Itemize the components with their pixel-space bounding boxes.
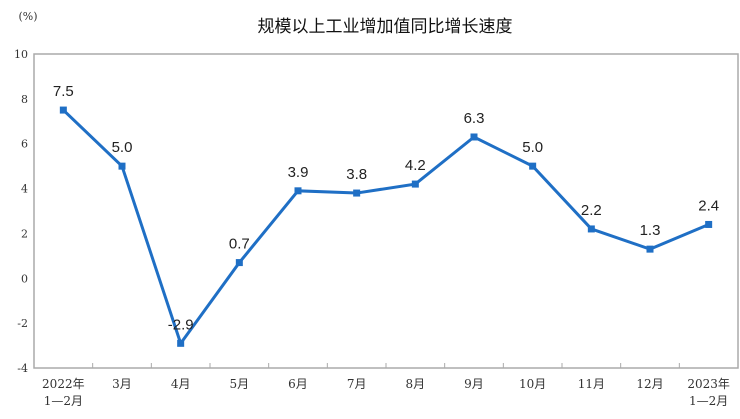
x-tick-label: 7月 — [347, 377, 367, 391]
x-tick-label: 10月 — [519, 377, 546, 391]
data-point — [470, 133, 478, 141]
x-tick-label: 5月 — [230, 377, 250, 391]
y-tick-label: 10 — [14, 48, 28, 61]
data-point — [118, 162, 126, 170]
x-tick-label: 4月 — [171, 377, 191, 391]
chart-title: 规模以上工业增加值同比增长速度 — [258, 17, 513, 37]
data-label: 2.2 — [581, 202, 602, 219]
x-tick-label: 12月 — [636, 377, 663, 391]
data-label: 0.7 — [229, 236, 250, 253]
y-tick-label: 8 — [21, 93, 28, 106]
data-label: 5.0 — [112, 139, 133, 156]
data-point — [294, 187, 302, 195]
x-tick-label: 1—2月 — [689, 394, 728, 408]
data-label: 3.8 — [346, 166, 367, 183]
x-tick-label: 9月 — [464, 377, 484, 391]
data-label: 7.5 — [53, 83, 74, 100]
y-axis-unit: (%) — [18, 10, 37, 23]
data-point — [177, 339, 185, 347]
x-tick-label: 2022年 — [42, 377, 85, 391]
data-point — [235, 259, 243, 267]
x-tick-label: 8月 — [406, 377, 426, 391]
x-tick-label: 3月 — [112, 377, 132, 391]
data-label: 3.9 — [288, 164, 309, 181]
x-tick-label: 6月 — [288, 377, 308, 391]
data-point — [587, 225, 595, 233]
y-tick-label: -4 — [17, 362, 28, 375]
data-point — [705, 220, 713, 228]
data-label: 2.4 — [698, 197, 719, 214]
data-point — [411, 180, 419, 188]
x-tick-label: 2023年 — [687, 377, 730, 391]
data-point — [353, 189, 361, 197]
data-label: 1.3 — [640, 222, 661, 239]
data-label: -2.9 — [168, 316, 194, 333]
data-label: 6.3 — [464, 110, 485, 127]
plot-frame — [33, 53, 739, 369]
x-tick-label: 1—2月 — [44, 394, 83, 408]
data-point — [646, 245, 654, 253]
y-tick-label: -2 — [17, 317, 28, 330]
x-tick-label: 11月 — [578, 377, 605, 391]
y-tick-label: 4 — [21, 183, 28, 196]
y-tick-label: 6 — [21, 138, 28, 151]
series-line — [62, 108, 710, 347]
y-tick-label: 2 — [21, 227, 28, 240]
data-label: 4.2 — [405, 157, 426, 174]
data-point — [59, 106, 67, 114]
data-label: 5.0 — [522, 139, 543, 156]
data-point — [529, 162, 537, 170]
y-tick-label: 0 — [21, 272, 28, 285]
